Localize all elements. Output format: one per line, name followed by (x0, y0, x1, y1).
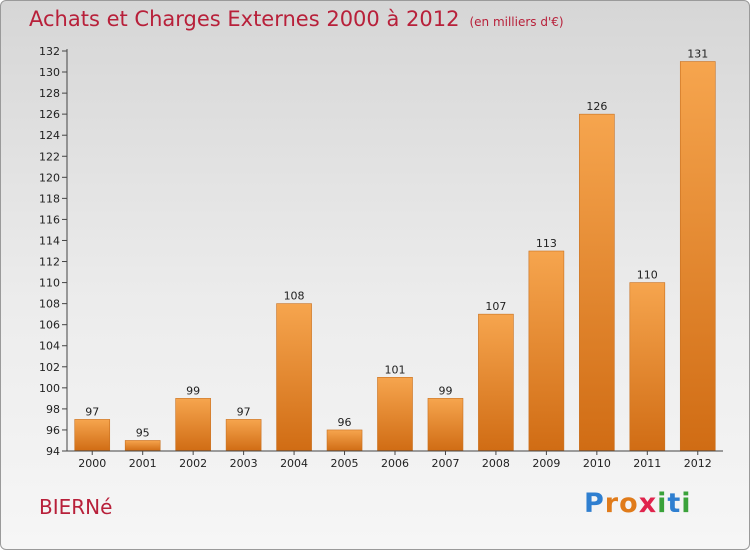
y-tick-110: 110 (39, 277, 60, 290)
x-tick-2000: 2000 (78, 457, 106, 470)
x-tick-2003: 2003 (230, 457, 258, 470)
data-label-2002: 99 (186, 384, 200, 397)
y-tick-128: 128 (39, 87, 60, 100)
y-tick-116: 116 (39, 213, 60, 226)
data-label-2010: 126 (586, 100, 607, 113)
logo-letter: o (619, 488, 639, 519)
data-label-2012: 131 (687, 48, 708, 61)
data-label-2006: 101 (385, 363, 406, 376)
place-name: BIERNé (39, 495, 113, 519)
chart-title: Achats et Charges Externes 2000 à 2012 (e… (29, 7, 564, 31)
logo-letter: P (584, 488, 605, 519)
data-label-2001: 95 (136, 426, 150, 439)
bar-2005 (326, 429, 363, 452)
y-tick-104: 104 (39, 340, 60, 353)
data-label-2007: 99 (438, 384, 452, 397)
data-label-2003: 97 (237, 405, 251, 418)
y-tick-112: 112 (39, 256, 60, 269)
y-tick-94: 94 (46, 445, 60, 458)
data-label-2004: 108 (284, 290, 305, 303)
x-tick-2001: 2001 (129, 457, 157, 470)
bar-2003 (225, 419, 262, 452)
bar-2000 (74, 419, 111, 452)
bar-2002 (175, 398, 211, 452)
y-tick-126: 126 (39, 108, 60, 121)
logo-letter: t (667, 488, 682, 519)
y-tick-106: 106 (39, 319, 60, 332)
data-label-2000: 97 (85, 405, 99, 418)
x-tick-2012: 2012 (684, 457, 712, 470)
bar-2006 (377, 377, 413, 452)
bar-2009 (528, 250, 565, 452)
logo-letter: i (657, 488, 668, 519)
logo-letter: i (681, 488, 692, 519)
y-tick-130: 130 (39, 66, 60, 79)
bar-2011 (629, 282, 666, 452)
data-label-2009: 113 (536, 237, 557, 250)
x-tick-2002: 2002 (179, 457, 207, 470)
bar-2008 (478, 313, 514, 452)
y-tick-118: 118 (39, 192, 60, 205)
x-tick-2008: 2008 (482, 457, 510, 470)
y-tick-122: 122 (39, 150, 60, 163)
data-label-2005: 96 (338, 416, 352, 429)
y-tick-100: 100 (39, 382, 60, 395)
x-tick-2005: 2005 (331, 457, 359, 470)
data-label-2011: 110 (637, 269, 658, 282)
data-label-2008: 107 (485, 300, 506, 313)
x-tick-2010: 2010 (583, 457, 611, 470)
bar-2001 (124, 440, 161, 452)
x-tick-2011: 2011 (633, 457, 661, 470)
y-tick-114: 114 (39, 234, 60, 247)
x-tick-2006: 2006 (381, 457, 409, 470)
title-text: Achats et Charges Externes 2000 à 2012 (29, 7, 460, 31)
proxiti-logo: Proxiti (584, 488, 692, 519)
logo-letter: r (604, 488, 620, 519)
bar-2012 (679, 61, 716, 452)
x-tick-2004: 2004 (280, 457, 308, 470)
y-tick-96: 96 (46, 424, 60, 437)
y-tick-102: 102 (39, 361, 60, 374)
y-tick-120: 120 (39, 171, 60, 184)
bar-2010 (579, 113, 615, 452)
unit-text: (en milliers d'€) (469, 15, 564, 29)
y-tick-132: 132 (39, 45, 60, 58)
x-tick-2007: 2007 (431, 457, 459, 470)
y-tick-98: 98 (46, 403, 60, 416)
x-tick-2009: 2009 (532, 457, 560, 470)
y-tick-108: 108 (39, 298, 60, 311)
bar-2004 (276, 303, 312, 452)
y-tick-124: 124 (39, 129, 60, 142)
logo-letter: x (638, 488, 658, 519)
bar-2007 (427, 398, 464, 452)
